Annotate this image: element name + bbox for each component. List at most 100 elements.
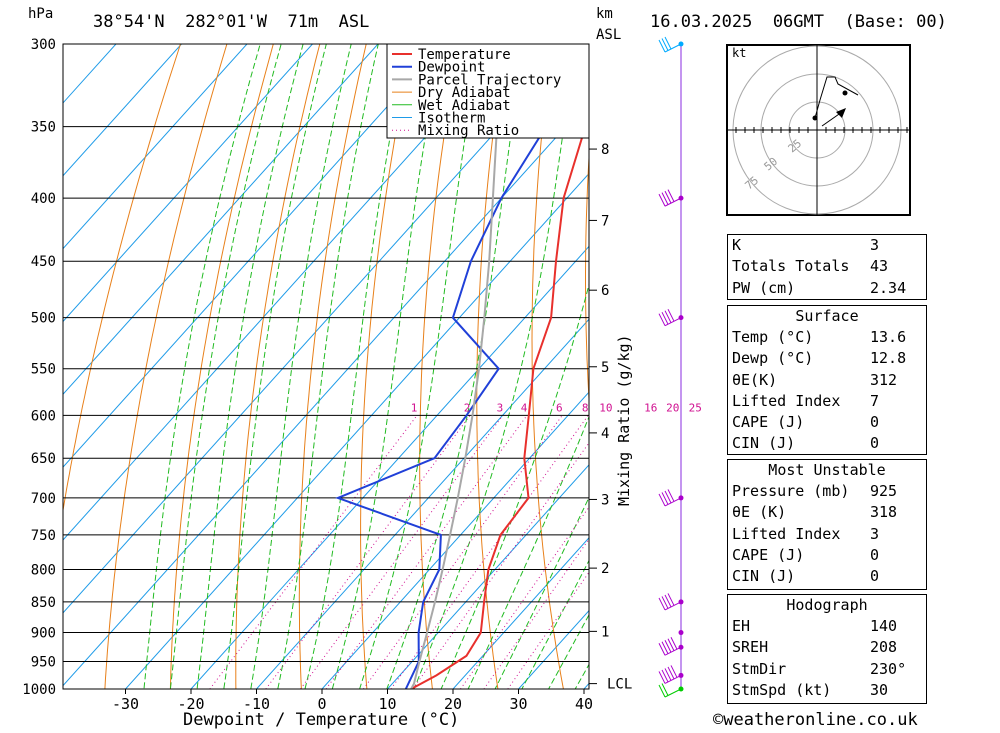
- wind-barb-feather: [661, 38, 669, 51]
- most-unstable-row-label: CAPE (J): [732, 545, 805, 564]
- isotherm-line: [63, 44, 248, 250]
- dry-adiabat-line: [169, 44, 274, 689]
- most-unstable-row-label: θE (K): [732, 503, 787, 522]
- surface-row-label: Lifted Index: [732, 391, 841, 410]
- surface-table: Surface Temp (°C) 13.6 Dewp (°C) 12.8 θE(K) 3…: [727, 305, 927, 455]
- pressure-tick-label: 450: [31, 254, 56, 270]
- surface-row-label: θE(K): [732, 370, 778, 389]
- pressure-tick-label: 400: [31, 191, 56, 207]
- wet-adiabat-line: [331, 44, 443, 689]
- plot-frame: [62, 43, 590, 690]
- wind-barb-feather: [667, 308, 675, 322]
- wind-barb-feather: [658, 493, 666, 507]
- wind-barb-feather: [664, 594, 672, 608]
- pressure-tick-label: 1000: [22, 682, 56, 698]
- tt-label: Totals Totals: [732, 257, 850, 276]
- dry-adiabat-line: [531, 44, 564, 689]
- wind-barb-feather: [658, 643, 666, 656]
- mixing-ratio-label: 2: [464, 401, 471, 414]
- wind-barb-feather: [664, 490, 672, 504]
- temperature-tick-label: -20: [177, 695, 204, 713]
- mixing-ratio-line: [362, 415, 563, 689]
- wet-adiabat-line: [521, 559, 589, 689]
- pressure-tick-label: 700: [31, 491, 56, 507]
- legend-entry: Mixing Ratio: [418, 123, 519, 139]
- surface-row-value: 12.8: [870, 349, 907, 368]
- hodograph-point: [812, 115, 818, 121]
- pressure-tick-label: 600: [31, 408, 56, 424]
- surface-title: Surface: [795, 307, 859, 325]
- mixing-ratio-label: 8: [582, 401, 589, 414]
- wind-barb-feather: [664, 640, 672, 653]
- wet-adiabat-line: [196, 44, 304, 689]
- wet-adiabat-line: [250, 44, 352, 689]
- wind-level-dot: [678, 630, 684, 636]
- wind-barb: [664, 601, 682, 611]
- surface-row: θE(K) 312: [728, 370, 926, 391]
- pressure-tick-label: 750: [31, 528, 56, 544]
- isotherm-line: [63, 44, 183, 177]
- wind-barb-feather: [664, 190, 672, 204]
- wind-barb: [664, 674, 682, 684]
- wind-barb-feather: [664, 668, 672, 681]
- mixing-ratio-label: 25: [689, 401, 702, 414]
- wind-barb-feather: [667, 638, 675, 651]
- surface-row-label: Dewp (°C): [732, 349, 814, 368]
- hodograph-trace: [814, 76, 859, 119]
- indices-table: K 3 Totals Totals 43 PW (cm) 2.34: [727, 234, 927, 300]
- isotherm-line: [452, 537, 589, 689]
- isotherm-line: [63, 44, 314, 323]
- wind-barbs: [658, 36, 684, 698]
- isotherm-line: [255, 318, 589, 689]
- temperature-tick-label: 30: [509, 695, 527, 713]
- height-tick-label: 1: [601, 624, 609, 640]
- isotherm-line: [386, 464, 589, 689]
- profile-dewpoint: [335, 44, 563, 689]
- tt-value: 43: [870, 257, 889, 276]
- mixing-ratio-line: [265, 415, 471, 689]
- pressure-tick-label: 900: [31, 626, 56, 642]
- axes: 3003504004505005506006507007508008509009…: [22, 37, 632, 713]
- x-axis-label: Dewpoint / Temperature (°C): [183, 710, 460, 730]
- mixing-ratio-label: 1: [411, 401, 418, 414]
- dry-adiabat-line: [419, 44, 460, 689]
- pw-value: 2.34: [870, 278, 907, 297]
- height-tick-label: 2: [601, 561, 609, 577]
- profiles: [335, 44, 589, 689]
- wind-barb: [664, 43, 682, 53]
- legend-entry: Wet Adiabat: [418, 98, 511, 114]
- most-unstable-row-label: CIN (J): [732, 567, 796, 586]
- mixing-ratio-line: [300, 415, 504, 689]
- wind-barb-feather: [664, 36, 672, 50]
- wind-barb-feather: [658, 313, 666, 326]
- surface-row: Lifted Index 7: [728, 391, 926, 412]
- mixing-ratio-label: 3: [497, 401, 504, 414]
- wind-barb-feather: [670, 637, 678, 650]
- most-unstable-row-value: 925: [870, 482, 898, 500]
- height-tick-label: 5: [601, 360, 609, 376]
- mixing-ratio-line: [483, 538, 589, 689]
- y-axis-label-right: Mixing Ratio (g/kg): [615, 334, 633, 506]
- wind-barb-feather: [658, 193, 666, 207]
- hodograph-point: [842, 90, 848, 96]
- wind-barb-feather: [661, 192, 669, 205]
- dry-adiabat-line: [585, 149, 589, 407]
- pressure-tick-label: 850: [31, 595, 56, 611]
- legend-entry: Dry Adiabat: [418, 85, 511, 101]
- wind-barb-feather: [658, 671, 666, 684]
- mixing-ratio-label: 10: [599, 401, 612, 414]
- wind-barb-feather: [664, 310, 672, 323]
- surface-row-value: 13.6: [870, 328, 907, 346]
- isotherm-line: [124, 172, 589, 689]
- most-unstable-row-value: 3: [870, 524, 880, 543]
- credit-link[interactable]: ©weatheronline.co.uk: [713, 710, 918, 730]
- surface-row-label: CAPE (J): [732, 413, 805, 432]
- most-unstable-row-value: 0: [870, 545, 880, 564]
- pressure-tick-label: 650: [31, 451, 56, 467]
- wet-adiabat-line: [169, 44, 282, 689]
- wind-barb: [664, 646, 682, 656]
- wet-adiabat-line: [386, 44, 525, 689]
- storm-motion-arrow: [836, 108, 846, 118]
- most-unstable-table: Most Unstable Pressure (mb) 925 θE (K) 318 L…: [727, 459, 927, 590]
- hodograph-row-value: 140: [870, 617, 898, 635]
